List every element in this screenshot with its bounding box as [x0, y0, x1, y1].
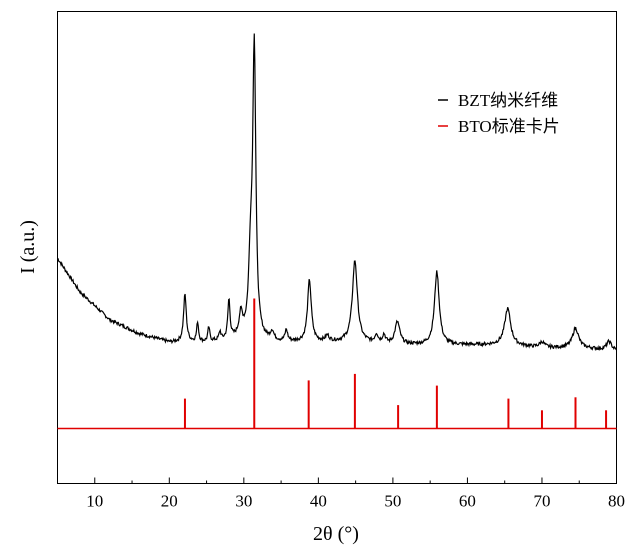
- x-tick-label: 30: [235, 492, 252, 511]
- x-tick-label: 40: [310, 492, 327, 511]
- series-bzt-line: [57, 33, 617, 352]
- x-tick-label: 80: [608, 492, 625, 511]
- x-tick-label: 50: [384, 492, 401, 511]
- x-tick-label: 20: [161, 492, 178, 511]
- plot-frame: [57, 11, 617, 484]
- y-axis-label: I (a.u.): [17, 220, 39, 274]
- legend-label-bzt: BZT纳米纤维: [458, 91, 558, 110]
- x-axis: 10 20 30 40 50 60 70 80: [57, 477, 625, 511]
- x-tick-label: 70: [533, 492, 550, 511]
- series-layer: [57, 33, 617, 430]
- x-tick-label: 60: [459, 492, 476, 511]
- x-tick-label: 10: [86, 492, 103, 511]
- x-axis-label: 2θ (°): [313, 523, 359, 545]
- legend: BZT纳米纤维 BTO标准卡片: [438, 91, 560, 136]
- legend-label-bto: BTO标准卡片: [458, 117, 560, 136]
